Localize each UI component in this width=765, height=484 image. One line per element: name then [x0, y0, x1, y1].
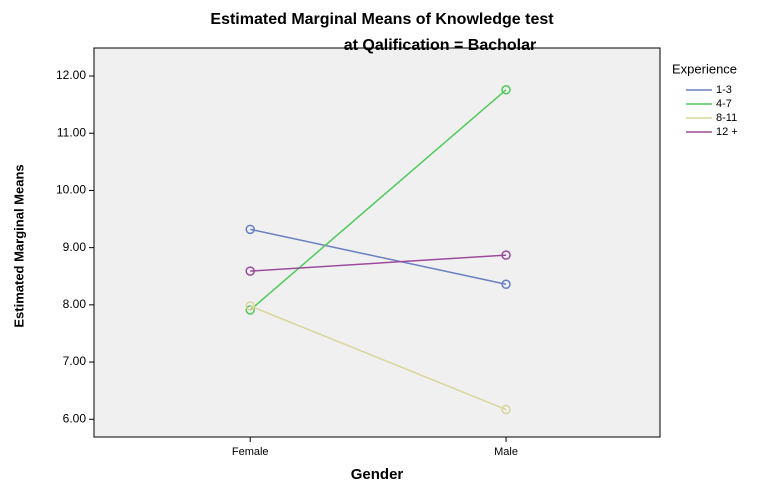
point-marker [501, 250, 511, 260]
y-tick-label: 8.00 [63, 297, 87, 311]
legend-label: 4-7 [716, 98, 732, 110]
y-axis-label: Estimated Marginal Means [11, 164, 26, 327]
legend-label: 1-3 [716, 84, 732, 96]
y-tick-label: 10.00 [56, 183, 86, 197]
y-tick-label: 9.00 [63, 240, 87, 254]
chart-title: Estimated Marginal Means of Knowledge te… [210, 11, 554, 28]
y-tick-label: 7.00 [63, 354, 87, 368]
point-marker [501, 404, 511, 415]
point-marker [245, 301, 255, 311]
legend-label: 12 + [716, 126, 738, 138]
series-line [249, 305, 507, 411]
series-line [249, 89, 507, 311]
chart-subtitle: at Qalification = Bacholar [344, 37, 537, 54]
point-marker [501, 279, 511, 290]
x-tick-label: Male [494, 446, 518, 458]
y-tick-label: 6.00 [63, 411, 87, 425]
y-tick-label: 11.00 [57, 125, 86, 139]
point-marker [501, 85, 511, 95]
y-tick-label: 12.00 [56, 68, 86, 82]
series-line [250, 254, 507, 272]
legend-label: 8-11 [716, 112, 737, 124]
x-axis-label: Gender [351, 466, 404, 483]
series-line [250, 228, 507, 285]
x-tick-label: Female [232, 446, 269, 458]
legend-title: Experience [672, 61, 737, 76]
plot-area [93, 47, 661, 438]
point-marker [245, 266, 255, 276]
point-marker [245, 224, 255, 235]
